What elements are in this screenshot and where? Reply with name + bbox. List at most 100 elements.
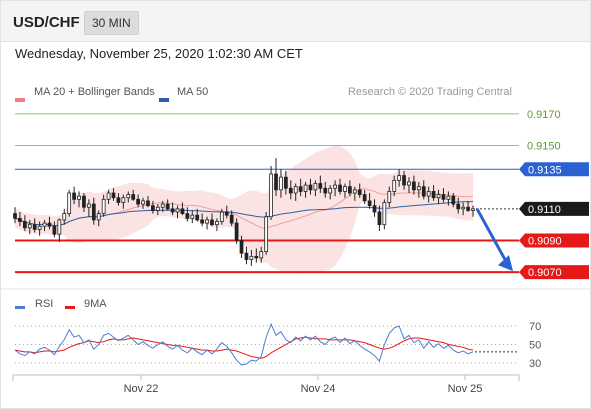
candle [402, 170, 406, 190]
candle [215, 218, 219, 231]
candle [111, 188, 116, 201]
candle [180, 202, 185, 216]
candle [155, 204, 160, 216]
candle [13, 207, 17, 224]
candle [170, 202, 175, 216]
candle [185, 207, 190, 222]
candle [234, 218, 239, 244]
candle [283, 170, 288, 195]
candle [274, 158, 278, 197]
candle [47, 216, 52, 230]
time-tick-label: Nov 22 [124, 383, 159, 395]
candle [37, 221, 42, 236]
candle [303, 181, 308, 198]
ma50-line [14, 201, 474, 227]
bollinger-band-area [15, 145, 473, 274]
candle [146, 196, 150, 208]
candle [441, 188, 446, 203]
candle [57, 218, 62, 243]
candle [175, 205, 180, 219]
candle [387, 186, 392, 208]
candle [200, 213, 205, 227]
candle [131, 189, 136, 201]
chart-datetime: Wednesday, November 25, 2020 1:02:30 AM … [15, 46, 303, 61]
candle [431, 185, 436, 201]
candle [352, 186, 357, 201]
candle [42, 219, 47, 231]
symbol-title: USD/CHF [13, 14, 80, 31]
candle [426, 186, 431, 203]
candle [106, 189, 111, 205]
candle [357, 183, 362, 198]
level-label-0.9170: 0.9170 [527, 109, 561, 121]
time-tick-label: Nov 25 [448, 383, 483, 395]
candle [362, 189, 367, 205]
candle [141, 197, 145, 209]
candle [298, 178, 303, 197]
candle [323, 181, 328, 198]
last-price-tag [519, 201, 589, 216]
candle [279, 169, 283, 198]
candle [96, 210, 101, 227]
candle [397, 169, 402, 187]
forecast-arrow [475, 208, 513, 272]
candle [308, 178, 313, 195]
candle [456, 197, 461, 214]
candle [382, 199, 387, 230]
candle [328, 185, 333, 200]
candle [436, 189, 441, 205]
rsi-tick-label: 70 [529, 321, 541, 333]
candle [343, 183, 347, 198]
candle [461, 202, 466, 216]
research-credit: Research © 2020 Trading Central [348, 86, 512, 98]
candle [318, 175, 323, 193]
candle [101, 194, 106, 217]
last-price-label: 0.9110 [528, 204, 561, 216]
legend-swatch-9ma [65, 306, 75, 309]
candle [293, 183, 298, 201]
candle [244, 246, 249, 265]
candle [288, 180, 293, 200]
interval-selector[interactable]: 30 MIN [84, 11, 139, 35]
legend-label-bollinger: MA 20 + Bollinger Bands [34, 86, 155, 98]
candle [165, 199, 170, 211]
candle [136, 194, 140, 208]
candle [249, 250, 254, 266]
price-tags: 0.9170 0.9150 0.9135 0.9090 0.9070 0.9110 [519, 109, 589, 280]
candle [254, 248, 259, 263]
candle [239, 235, 244, 258]
candle [52, 221, 57, 238]
candle [407, 177, 411, 193]
candle [18, 212, 22, 227]
level-label-0.9135: 0.9135 [528, 164, 562, 176]
rsi-tick-label: 50 [529, 340, 541, 352]
legend-swatch-ma50 [159, 98, 169, 102]
candle [121, 194, 126, 209]
rsi-panel: RSI 9MA 70 50 30 [14, 298, 541, 370]
candle [77, 191, 81, 208]
legend-label-rsi: RSI [35, 298, 53, 310]
level-tag-0.9070 [519, 265, 589, 280]
price-panel: MA 20 + Bollinger Bands MA 50 Research ©… [13, 86, 589, 280]
forecast-arrow-head [498, 255, 513, 272]
candle [451, 193, 456, 208]
candle [269, 166, 273, 220]
candle [91, 197, 96, 225]
candle [72, 186, 76, 205]
candle [412, 175, 416, 195]
candle [338, 178, 342, 195]
candle [32, 218, 37, 233]
level-tag-0.9090 [519, 233, 589, 248]
candle [348, 180, 352, 197]
level-label-0.9090: 0.9090 [528, 236, 562, 248]
candle [82, 193, 86, 212]
candle [22, 215, 27, 231]
level-tag-0.9135 [519, 162, 589, 177]
candle [416, 181, 421, 198]
candle [224, 205, 229, 219]
time-tick-label: Nov 24 [301, 383, 336, 395]
candle [421, 180, 426, 200]
candle [367, 193, 372, 209]
